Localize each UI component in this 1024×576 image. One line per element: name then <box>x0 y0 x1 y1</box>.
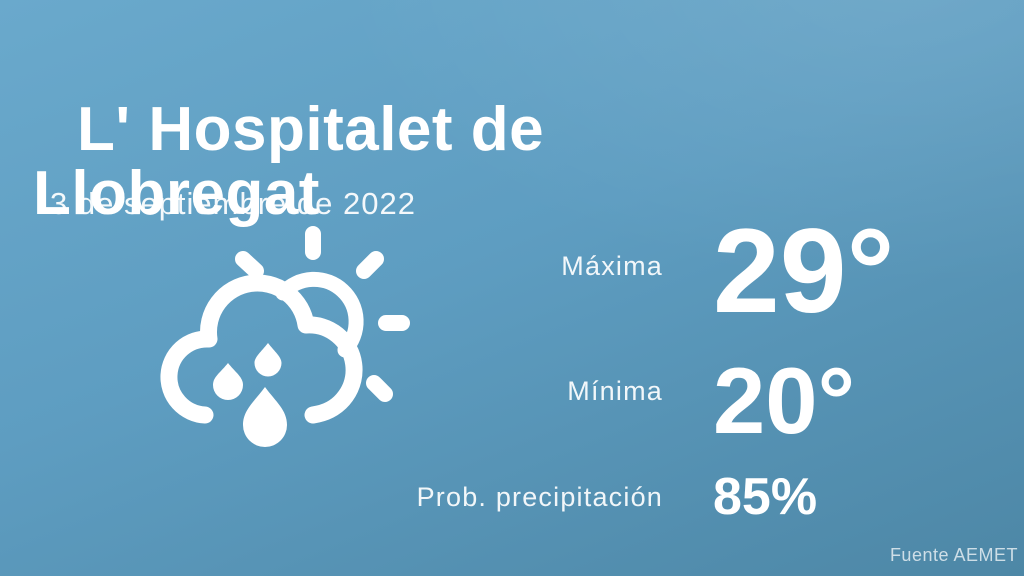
min-temp-label: Mínima <box>567 376 663 406</box>
precipitation-probability-value: 85% <box>713 468 818 526</box>
max-temp-value: 29° <box>713 204 895 338</box>
sun-disc-arc <box>275 271 364 358</box>
raindrops <box>213 343 287 447</box>
precipitation-probability-label: Prob. precipitación <box>416 482 663 512</box>
page-title: L' Hospitalet de Llobregat <box>33 94 545 228</box>
date-label: 3 de septiembre de 2022 <box>50 186 416 221</box>
sun-rays <box>235 226 410 402</box>
data-source-credit: Fuente AEMET <box>889 545 1018 565</box>
max-temp-label: Máxima <box>561 251 663 281</box>
min-temp-value: 20° <box>713 348 856 453</box>
sun-behind-rain-cloud-icon <box>160 226 410 447</box>
cloud-outline <box>160 274 363 424</box>
